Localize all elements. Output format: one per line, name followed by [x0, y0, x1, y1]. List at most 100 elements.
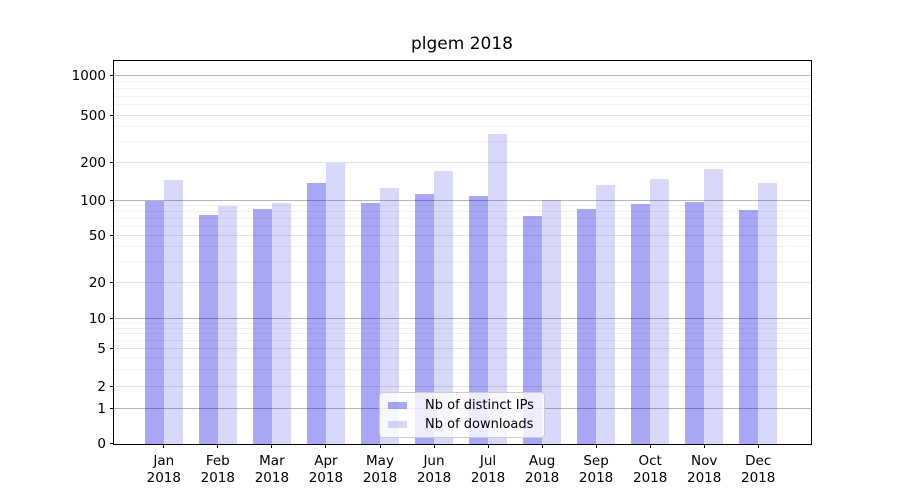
y-tick-50 [110, 235, 114, 236]
bar-downloads-jun [434, 170, 453, 444]
x-tick-may [379, 444, 381, 448]
gridline-minor-3 [114, 369, 811, 370]
bar-distinct-ips-oct [631, 203, 651, 444]
x-tick-jul [487, 444, 489, 448]
y-tick-label-1: 1 [97, 400, 106, 417]
bar-distinct-ips-jan [144, 201, 164, 444]
gridline-minor-700 [114, 96, 811, 97]
x-tick-label-apr: Apr 2018 [308, 453, 344, 486]
x-tick-label-jan: Jan 2018 [146, 453, 181, 486]
y-tick-100 [110, 200, 114, 201]
gridline-50 [114, 235, 811, 236]
x-tick-label-mar: Mar 2018 [254, 453, 290, 486]
gridline-minor-30 [114, 261, 811, 262]
gridline-minor-4 [114, 357, 811, 358]
x-tick-sep [595, 444, 597, 448]
y-tick-label-500: 500 [80, 107, 106, 124]
plot-area: Jan 2018 Feb 2018 Mar 2018 Apr 2018 May 2018… [72, 60, 812, 486]
x-tick-label-aug: Aug 2018 [524, 453, 560, 486]
chart-title: plgem 2018 [411, 34, 513, 54]
gridline-minor-7 [114, 333, 811, 334]
bar-distinct-ips-feb [198, 214, 218, 444]
y-tick-0 [110, 443, 114, 444]
legend-label-downloads: Nb of downloads [425, 417, 534, 432]
bar-distinct-ips-may [361, 202, 380, 444]
x-tick-label-may: May 2018 [362, 453, 398, 486]
gridline-minor-80 [114, 211, 811, 212]
bar-downloads-sep [596, 185, 615, 444]
gridline-500 [114, 115, 811, 116]
legend: Nb of distinct IPs Nb of downloads [379, 392, 545, 438]
bar-distinct-ips-jul [469, 195, 488, 444]
gridline-minor-8 [114, 328, 811, 329]
bar-distinct-ips-nov [685, 202, 705, 444]
y-tick-10 [110, 318, 114, 319]
gridline-200 [114, 162, 811, 163]
gridline-minor-60 [114, 226, 811, 227]
y-tick-1 [110, 408, 114, 409]
y-tick-label-200: 200 [80, 154, 106, 171]
legend-item: Nb of distinct IPs [388, 397, 534, 414]
gridline-minor-600 [114, 104, 811, 105]
bar-distinct-ips-dec [739, 209, 759, 444]
gridline-minor-90 [114, 205, 811, 206]
y-tick-2 [110, 386, 114, 387]
x-tick-label-sep: Sep 2018 [578, 453, 614, 486]
bar-downloads-oct [650, 179, 670, 444]
bar-downloads-jul [488, 134, 507, 444]
bar-downloads-aug [542, 199, 561, 444]
x-tick-label-jun: Jun 2018 [416, 453, 452, 486]
gridline-minor-400 [114, 126, 811, 127]
x-tick-label-oct: Oct 2018 [633, 453, 668, 486]
gridline-minor-800 [114, 88, 811, 89]
bar-distinct-ips-apr [307, 182, 326, 444]
gridline-minor-70 [114, 218, 811, 219]
bar-downloads-jan [163, 179, 183, 444]
x-tick-label-jul: Jul 2018 [470, 453, 506, 486]
legend-swatch-downloads [388, 421, 407, 428]
y-tick-label-2: 2 [97, 378, 106, 395]
gridline-2 [114, 386, 811, 387]
bar-downloads-may [380, 187, 399, 444]
legend-label-distinct-ips: Nb of distinct IPs [425, 398, 534, 413]
y-tick-label-0: 0 [97, 435, 106, 452]
y-tick-1000 [110, 75, 114, 76]
x-tick-aug [541, 444, 543, 448]
gridline-minor-40 [114, 246, 811, 247]
y-tick-label-50: 50 [88, 227, 106, 244]
y-tick-20 [110, 282, 114, 283]
gridline-minor-6 [114, 340, 811, 341]
gridline-20 [114, 282, 811, 283]
y-tick-5 [110, 348, 114, 349]
x-tick-mar [271, 444, 273, 448]
gridline-100 [114, 200, 811, 201]
x-tick-jun [433, 444, 435, 448]
legend-swatch-distinct-ips [388, 402, 407, 409]
legend-item: Nb of downloads [388, 416, 534, 433]
gridline-minor-9 [114, 323, 811, 324]
gridline-minor-900 [114, 81, 811, 82]
bar-distinct-ips-jun [415, 193, 434, 444]
gridline-minor-300 [114, 141, 811, 142]
x-tick-nov [703, 444, 705, 448]
x-tick-dec [757, 444, 759, 448]
bar-distinct-ips-mar [253, 208, 272, 444]
bar-downloads-dec [758, 183, 778, 444]
gridline-5 [114, 348, 811, 349]
bar-downloads-nov [704, 168, 724, 444]
y-tick-200 [110, 162, 114, 163]
x-tick-feb [217, 444, 219, 448]
y-tick-label-10: 10 [88, 310, 106, 327]
y-tick-label-20: 20 [88, 274, 106, 291]
bar-distinct-ips-aug [523, 215, 543, 444]
x-tick-label-feb: Feb 2018 [200, 453, 235, 486]
x-tick-label-dec: Dec 2018 [741, 453, 776, 486]
x-tick-oct [649, 444, 651, 448]
y-tick-500 [110, 115, 114, 116]
x-tick-label-nov: Nov 2018 [687, 453, 722, 486]
x-tick-apr [325, 444, 327, 448]
y-tick-label-1000: 1000 [71, 67, 106, 84]
gridline-1000 [114, 75, 811, 76]
y-tick-label-100: 100 [80, 192, 106, 209]
